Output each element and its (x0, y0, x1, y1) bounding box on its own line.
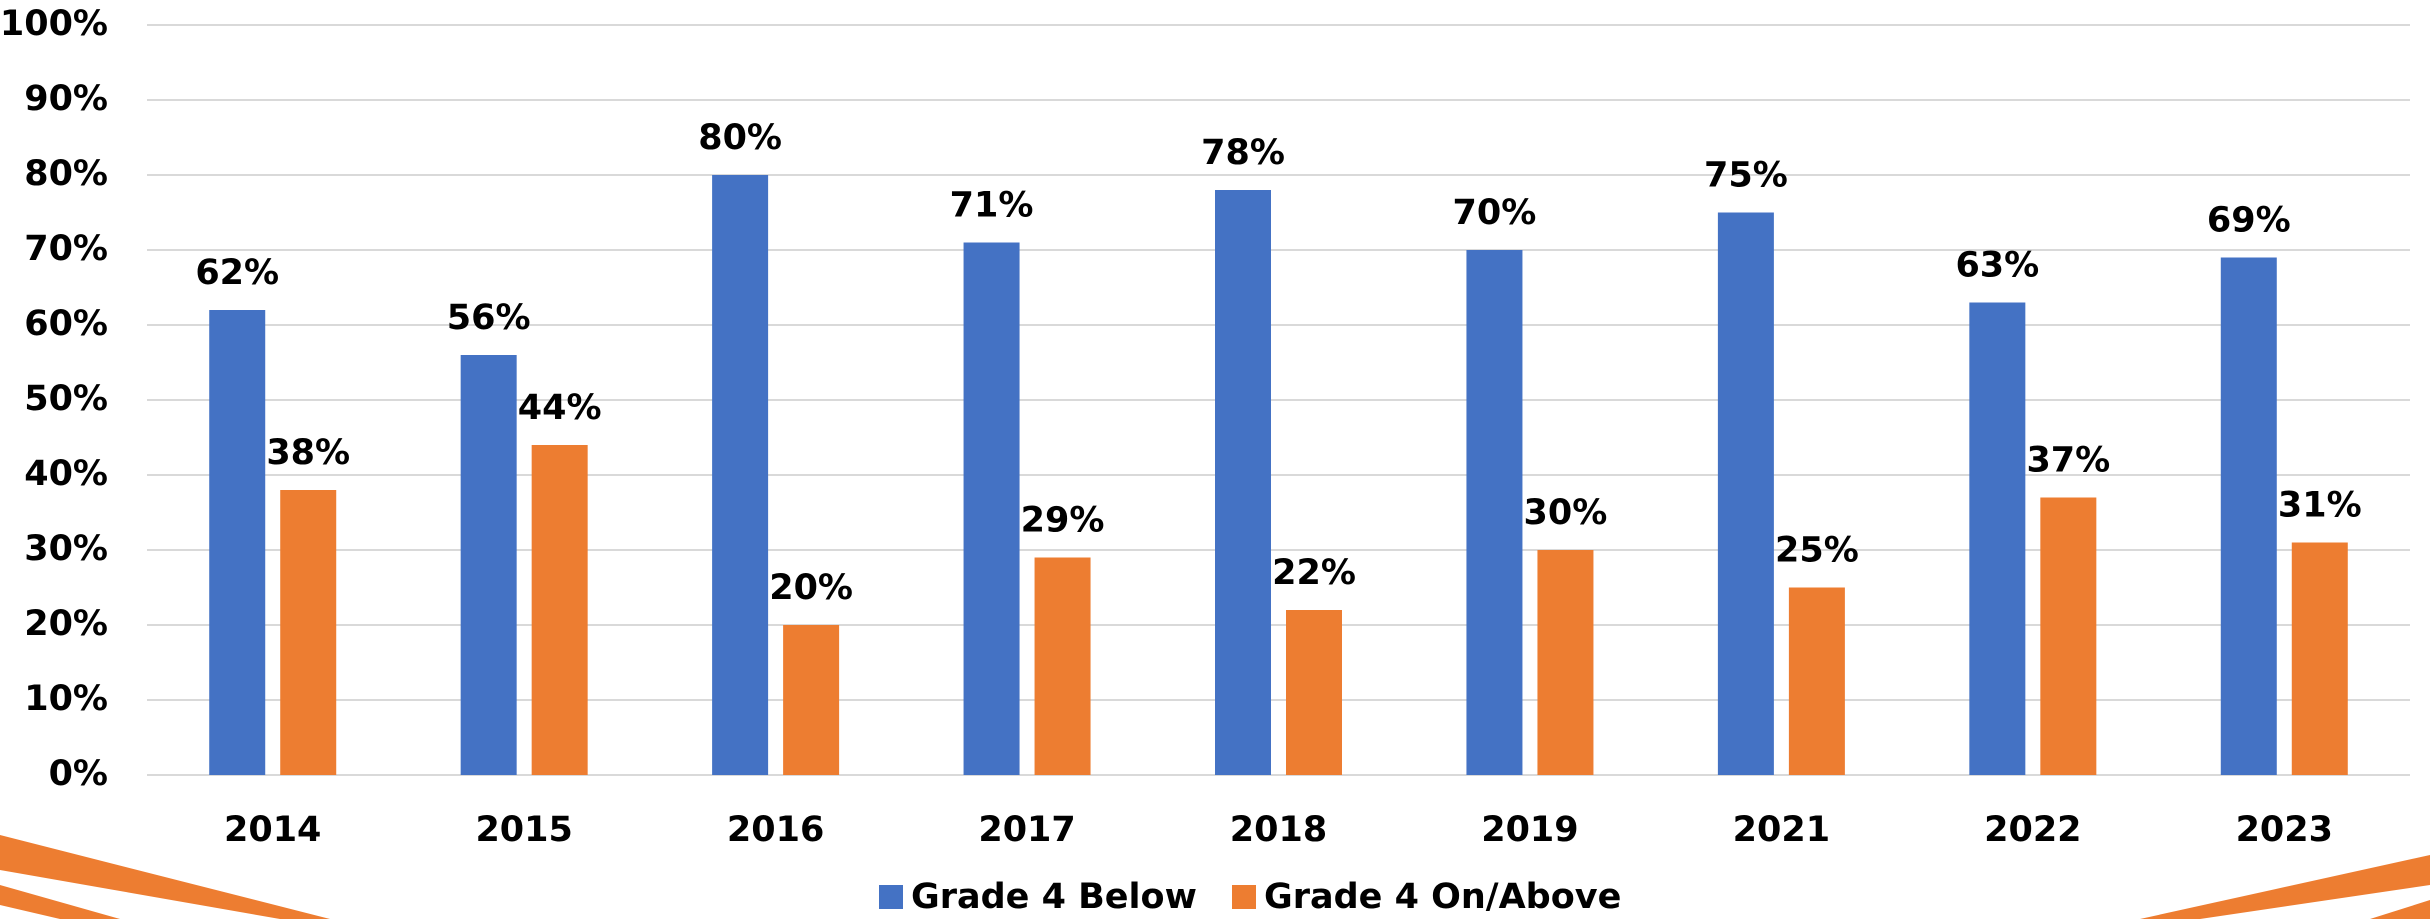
data-label: 78% (1201, 133, 1285, 173)
data-label: 29% (1021, 501, 1105, 541)
decor-swoosh (2140, 855, 2430, 919)
bar (712, 175, 769, 775)
data-label: 22% (1272, 553, 1356, 593)
data-label: 70% (1453, 193, 1537, 233)
data-label: 75% (1704, 156, 1788, 196)
bar (1717, 212, 1774, 775)
bar (1215, 190, 1271, 775)
x-tick-label: 2015 (475, 810, 572, 850)
bar (2291, 542, 2348, 775)
data-label: 69% (2207, 201, 2291, 241)
data-label: 38% (266, 433, 350, 473)
x-tick-label: 2022 (1984, 810, 2081, 850)
bar (1788, 587, 1845, 775)
bar (1969, 302, 2026, 775)
x-tick-label: 2023 (2236, 810, 2333, 850)
x-tick-label: 2016 (727, 810, 824, 850)
x-tick-label: 2017 (978, 810, 1075, 850)
y-tick-label: 50% (24, 379, 108, 419)
bar (460, 355, 517, 775)
data-label: 20% (769, 568, 853, 608)
bar (2040, 497, 2097, 775)
bar (280, 490, 337, 775)
legend-swatch (879, 885, 903, 909)
bar (1286, 610, 1342, 775)
bar (2220, 257, 2277, 775)
y-tick-label: 20% (24, 604, 108, 644)
x-tick-label: 2019 (1481, 810, 1578, 850)
bar (531, 445, 588, 775)
y-tick-label: 70% (24, 229, 108, 269)
data-label: 30% (1524, 493, 1608, 533)
x-tick-label: 2018 (1230, 810, 1327, 850)
bar (1537, 550, 1594, 775)
y-tick-label: 90% (24, 79, 108, 119)
y-tick-label: 40% (24, 454, 108, 494)
y-tick-label: 30% (24, 529, 108, 569)
decor-swoosh (0, 885, 120, 919)
decor-swoosh (0, 835, 330, 919)
decor-swoosh (2370, 900, 2430, 919)
bar (783, 625, 840, 775)
bar (209, 310, 266, 775)
data-label: 62% (195, 253, 279, 293)
y-tick-label: 10% (24, 679, 108, 719)
data-label: 31% (2278, 486, 2362, 526)
x-tick-label: 2014 (224, 810, 321, 850)
y-tick-label: 60% (24, 304, 108, 344)
data-label: 56% (447, 298, 531, 338)
y-tick-label: 0% (49, 754, 108, 794)
data-label: 25% (1775, 531, 1859, 571)
data-label: 44% (518, 388, 602, 428)
bar (963, 242, 1020, 775)
x-tick-label: 2021 (1733, 810, 1830, 850)
data-label: 63% (1955, 246, 2039, 286)
y-tick-label: 100% (0, 4, 108, 44)
bar (1034, 557, 1091, 775)
legend-label: Grade 4 Below (911, 877, 1197, 917)
y-tick-label: 80% (24, 154, 108, 194)
data-label: 80% (698, 118, 782, 158)
legend-swatch (1232, 885, 1256, 909)
legend-label: Grade 4 On/Above (1264, 877, 1621, 917)
data-label: 71% (950, 186, 1034, 226)
bar (1466, 250, 1523, 775)
data-label: 37% (2026, 441, 2110, 481)
